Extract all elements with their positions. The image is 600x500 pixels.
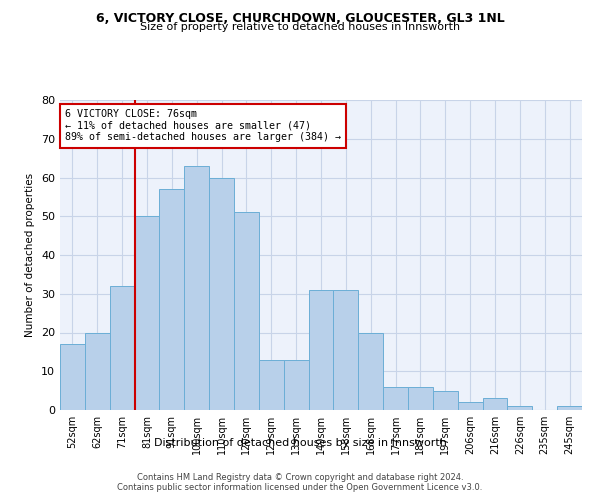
Bar <box>433 390 458 410</box>
Bar <box>184 166 209 410</box>
Text: 6, VICTORY CLOSE, CHURCHDOWN, GLOUCESTER, GL3 1NL: 6, VICTORY CLOSE, CHURCHDOWN, GLOUCESTER… <box>95 12 505 26</box>
Y-axis label: Number of detached properties: Number of detached properties <box>25 173 35 337</box>
Bar <box>234 212 259 410</box>
Bar <box>458 402 482 410</box>
Text: Size of property relative to detached houses in Innsworth: Size of property relative to detached ho… <box>140 22 460 32</box>
Bar <box>334 290 358 410</box>
Bar <box>110 286 134 410</box>
Bar <box>60 344 85 410</box>
Bar <box>209 178 234 410</box>
Bar <box>259 360 284 410</box>
Bar <box>308 290 334 410</box>
Bar <box>358 332 383 410</box>
Bar <box>160 189 184 410</box>
Bar <box>284 360 308 410</box>
Bar <box>557 406 582 410</box>
Text: 6 VICTORY CLOSE: 76sqm
← 11% of detached houses are smaller (47)
89% of semi-det: 6 VICTORY CLOSE: 76sqm ← 11% of detached… <box>65 110 341 142</box>
Text: Contains HM Land Registry data © Crown copyright and database right 2024.: Contains HM Land Registry data © Crown c… <box>137 472 463 482</box>
Bar <box>408 387 433 410</box>
Bar <box>482 398 508 410</box>
Bar <box>508 406 532 410</box>
Text: Contains public sector information licensed under the Open Government Licence v3: Contains public sector information licen… <box>118 482 482 492</box>
Bar <box>85 332 110 410</box>
Text: Distribution of detached houses by size in Innsworth: Distribution of detached houses by size … <box>154 438 446 448</box>
Bar <box>383 387 408 410</box>
Bar <box>134 216 160 410</box>
